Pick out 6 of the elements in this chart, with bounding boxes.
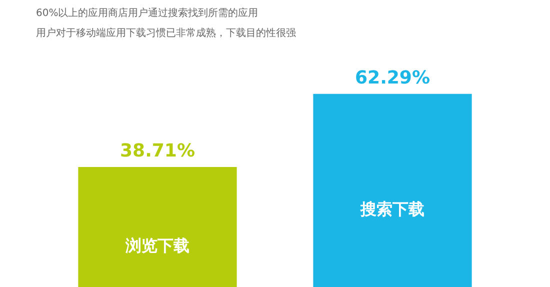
- chart-title: 60%以上的应用商店用户通过搜索找到所需的应用: [36, 6, 260, 21]
- data-label: 38.71%: [120, 140, 195, 162]
- x-tick-label: 浏览下载: [124, 236, 190, 256]
- x-tick-label: 搜索下载: [360, 200, 424, 219]
- data-label: 62.29%: [355, 68, 430, 89]
- chart-subtitle: 用户对于移动端应用下载习惯已非常成熟，下载目的性很强: [36, 26, 296, 41]
